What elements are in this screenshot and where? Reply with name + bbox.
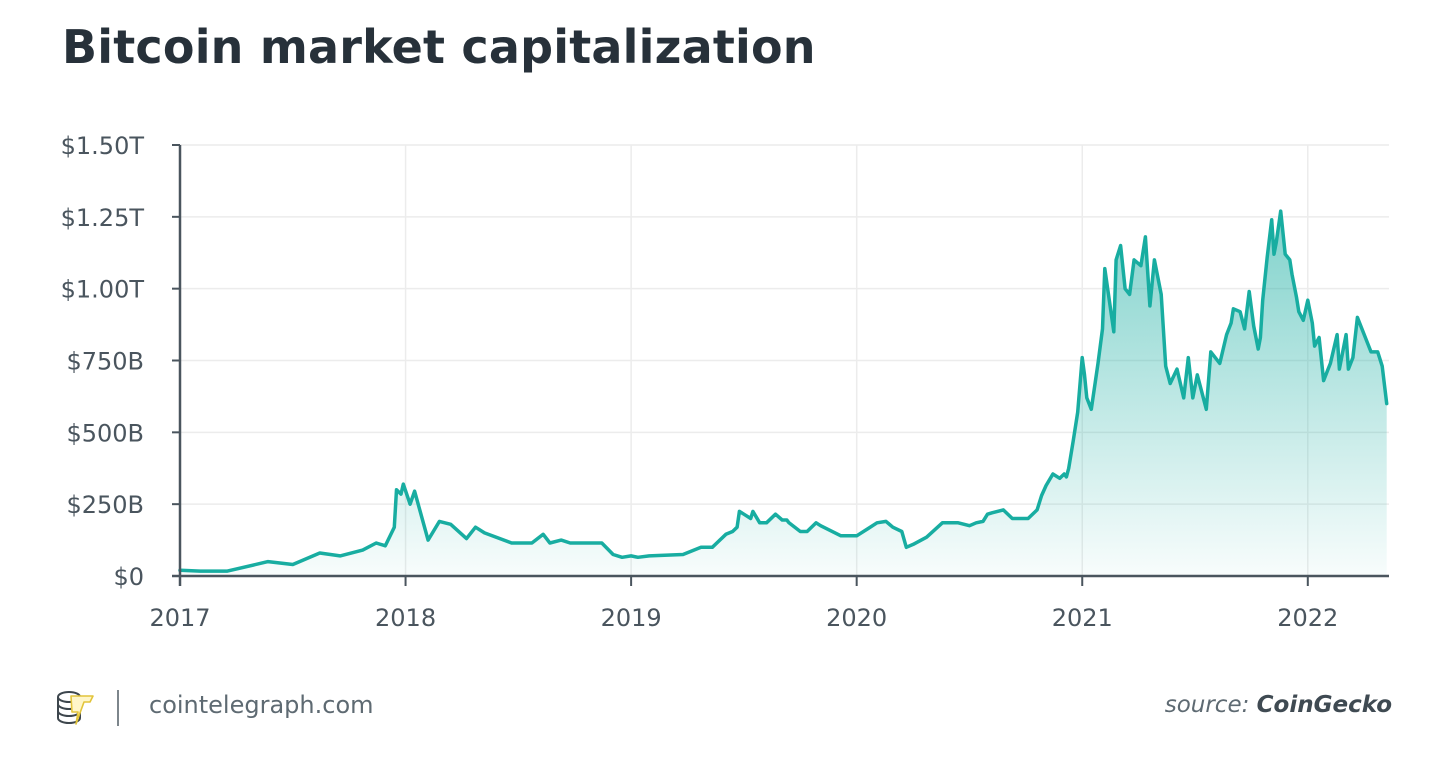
source-credit: source: CoinGecko: [1165, 692, 1392, 718]
y-tick-label: $1.50T: [61, 132, 145, 160]
x-tick-label: 2019: [601, 604, 662, 632]
cointelegraph-logo-icon: [57, 691, 94, 725]
y-tick-label: $250B: [66, 491, 144, 519]
x-tick-label: 2021: [1052, 604, 1113, 632]
x-tick-label: 2018: [375, 604, 436, 632]
axes: [172, 145, 1389, 586]
y-tick-label: $1.00T: [61, 276, 145, 304]
chart-title: Bitcoin market capitalization: [62, 20, 816, 74]
x-tick-label: 2020: [826, 604, 887, 632]
y-tick-label: $500B: [66, 419, 144, 447]
source-name: CoinGecko: [1256, 692, 1392, 718]
site-name[interactable]: cointelegraph.com: [149, 691, 374, 719]
y-tick-label: $1.25T: [61, 204, 145, 232]
x-tick-label: 2017: [149, 604, 210, 632]
y-axis: $0 $250B $500B $750B $1.00T $1.25T $1.50T: [61, 132, 180, 591]
y-tick-label: $0: [113, 563, 144, 591]
chart: $0 $250B $500B $750B $1.00T $1.25T $1.50T 2017…: [61, 132, 1389, 632]
footer-divider: [117, 690, 119, 726]
x-axis: 2017 2018 2019 2020 2021 2022: [149, 576, 1338, 632]
source-label: source:: [1164, 692, 1250, 718]
x-tick-label: 2022: [1277, 604, 1338, 632]
series-line: [178, 209, 1389, 573]
area-fill: [180, 211, 1387, 576]
y-tick-label: $750B: [66, 348, 144, 376]
